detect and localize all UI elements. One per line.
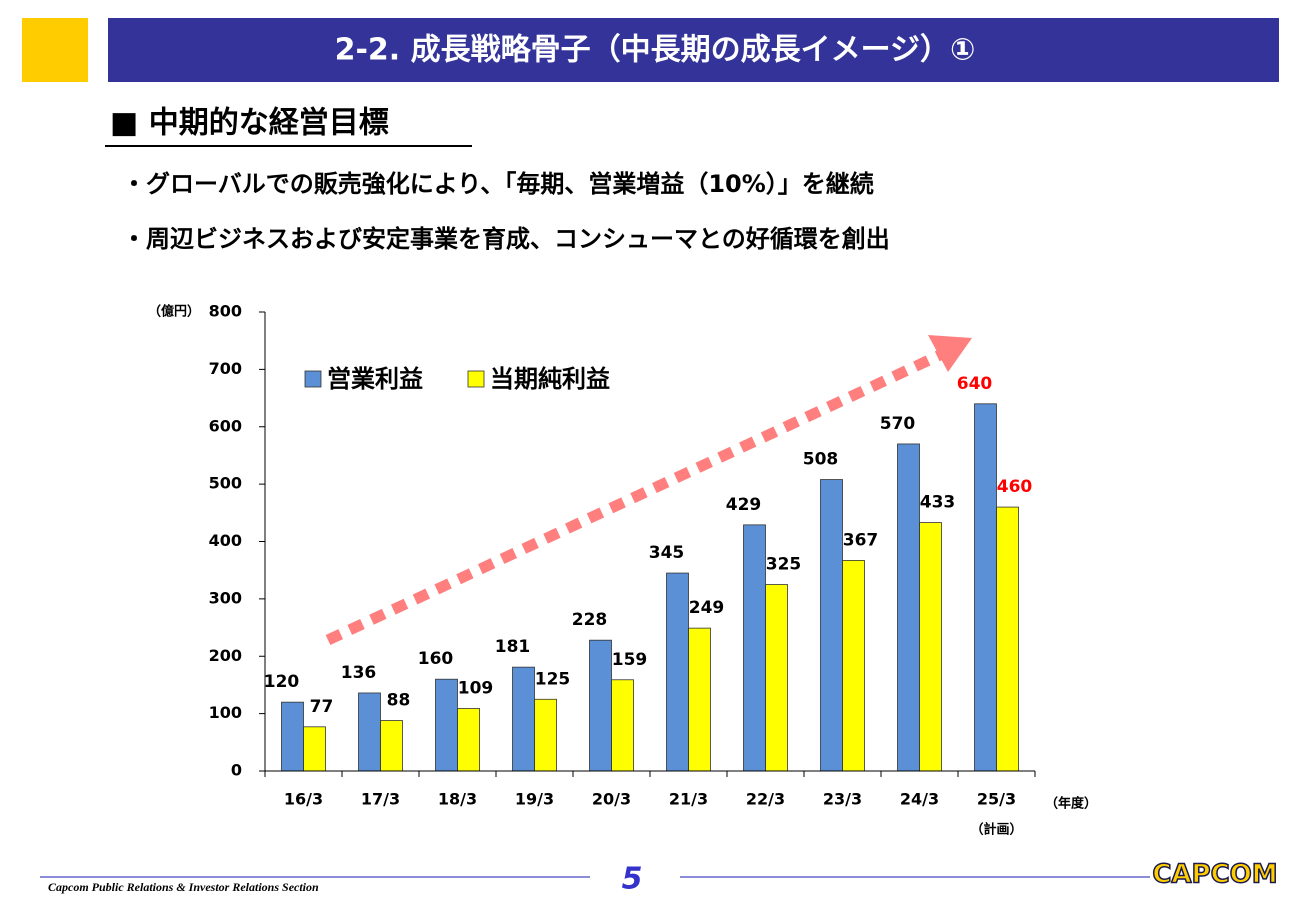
data-label: 125: [535, 669, 571, 689]
y-tick-label: 300: [209, 588, 242, 607]
data-label: 508: [803, 450, 839, 470]
data-label: 120: [264, 672, 300, 692]
y-tick-label: 200: [209, 646, 242, 665]
legend-label: 営業利益: [327, 365, 423, 393]
legend-swatch: [304, 370, 322, 388]
bar: [919, 522, 942, 772]
bar: [303, 726, 326, 772]
data-label: 228: [572, 610, 608, 630]
data-label: 345: [649, 543, 685, 563]
data-label: 460: [997, 477, 1033, 497]
data-label: 88: [387, 691, 411, 711]
header-bar: [108, 18, 1279, 82]
data-label: 325: [766, 555, 802, 575]
data-label: 433: [920, 493, 956, 513]
x-tick-label: 25/3: [977, 790, 1016, 809]
bar: [281, 701, 304, 772]
data-label: 181: [495, 637, 531, 657]
y-tick-label: 100: [209, 703, 242, 722]
data-label: 136: [341, 663, 377, 683]
data-label: 77: [310, 697, 334, 717]
x-tick-label: 24/3: [900, 790, 939, 809]
data-label: 367: [843, 530, 879, 550]
y-tick-label: 0: [231, 761, 242, 780]
x-tick-label: 16/3: [284, 790, 323, 809]
growth-arrow-head: [928, 335, 972, 372]
data-label: 159: [612, 650, 648, 670]
bar: [457, 708, 480, 772]
growth-arrow: [325, 350, 943, 645]
data-label: 249: [689, 598, 725, 618]
section-heading: ■ 中期的な経営目標: [110, 106, 389, 141]
x-tick-label: 17/3: [361, 790, 400, 809]
bar: [765, 584, 788, 772]
legend-label: 当期純利益: [490, 365, 610, 393]
bar: [974, 403, 997, 772]
data-label: 429: [726, 495, 762, 515]
page-number: 5: [622, 862, 643, 897]
x-note: （計画）: [970, 822, 1022, 838]
data-label: 160: [418, 649, 454, 669]
data-label: 109: [458, 678, 494, 698]
y-tick-label: 400: [209, 531, 242, 550]
bar: [380, 720, 403, 772]
bullet: ・周辺ビジネスおよび安定事業を育成、コンシューマとの好循環を創出: [122, 225, 890, 253]
bar: [743, 524, 766, 772]
bar: [589, 639, 612, 772]
y-tick-label: 600: [209, 416, 242, 435]
legend-swatch: [467, 370, 485, 388]
bullet: ・グローバルでの販売強化により、「毎期、営業増益（10%）」を継続: [122, 170, 874, 198]
x-tick-label: 23/3: [823, 790, 862, 809]
bar: [534, 698, 557, 772]
y-unit-label: （億円）: [148, 304, 200, 320]
bar: [996, 506, 1019, 772]
bar: [512, 666, 535, 772]
x-unit-label: （年度）: [1045, 796, 1097, 812]
bar: [897, 443, 920, 772]
y-tick-label: 700: [209, 359, 242, 378]
bar: [358, 692, 381, 772]
data-label: 640: [957, 374, 993, 394]
bar: [688, 627, 711, 772]
x-tick-label: 21/3: [669, 790, 708, 809]
x-tick-label: 19/3: [515, 790, 554, 809]
bar: [435, 678, 458, 772]
bar: [666, 572, 689, 772]
y-tick-label: 500: [209, 474, 242, 493]
data-label: 570: [880, 414, 916, 434]
bar: [611, 679, 634, 772]
footer-section: Capcom Public Relations & Investor Relat…: [48, 880, 319, 894]
slide-title: 2-2. 成長戦略骨子（中長期の成長イメージ）①: [335, 33, 976, 68]
bar: [820, 479, 843, 772]
x-tick-label: 22/3: [746, 790, 785, 809]
y-tick-label: 800: [209, 302, 242, 321]
header-square: [22, 18, 88, 82]
logo: CAPCOM: [1152, 860, 1277, 890]
chart: 当期純利益 営業利益 460 640 25/3 433 570 24/3 367 508 23/3 3…: [148, 302, 1097, 838]
x-tick-label: 20/3: [592, 790, 631, 809]
x-tick-label: 18/3: [438, 790, 477, 809]
bar: [842, 560, 865, 772]
